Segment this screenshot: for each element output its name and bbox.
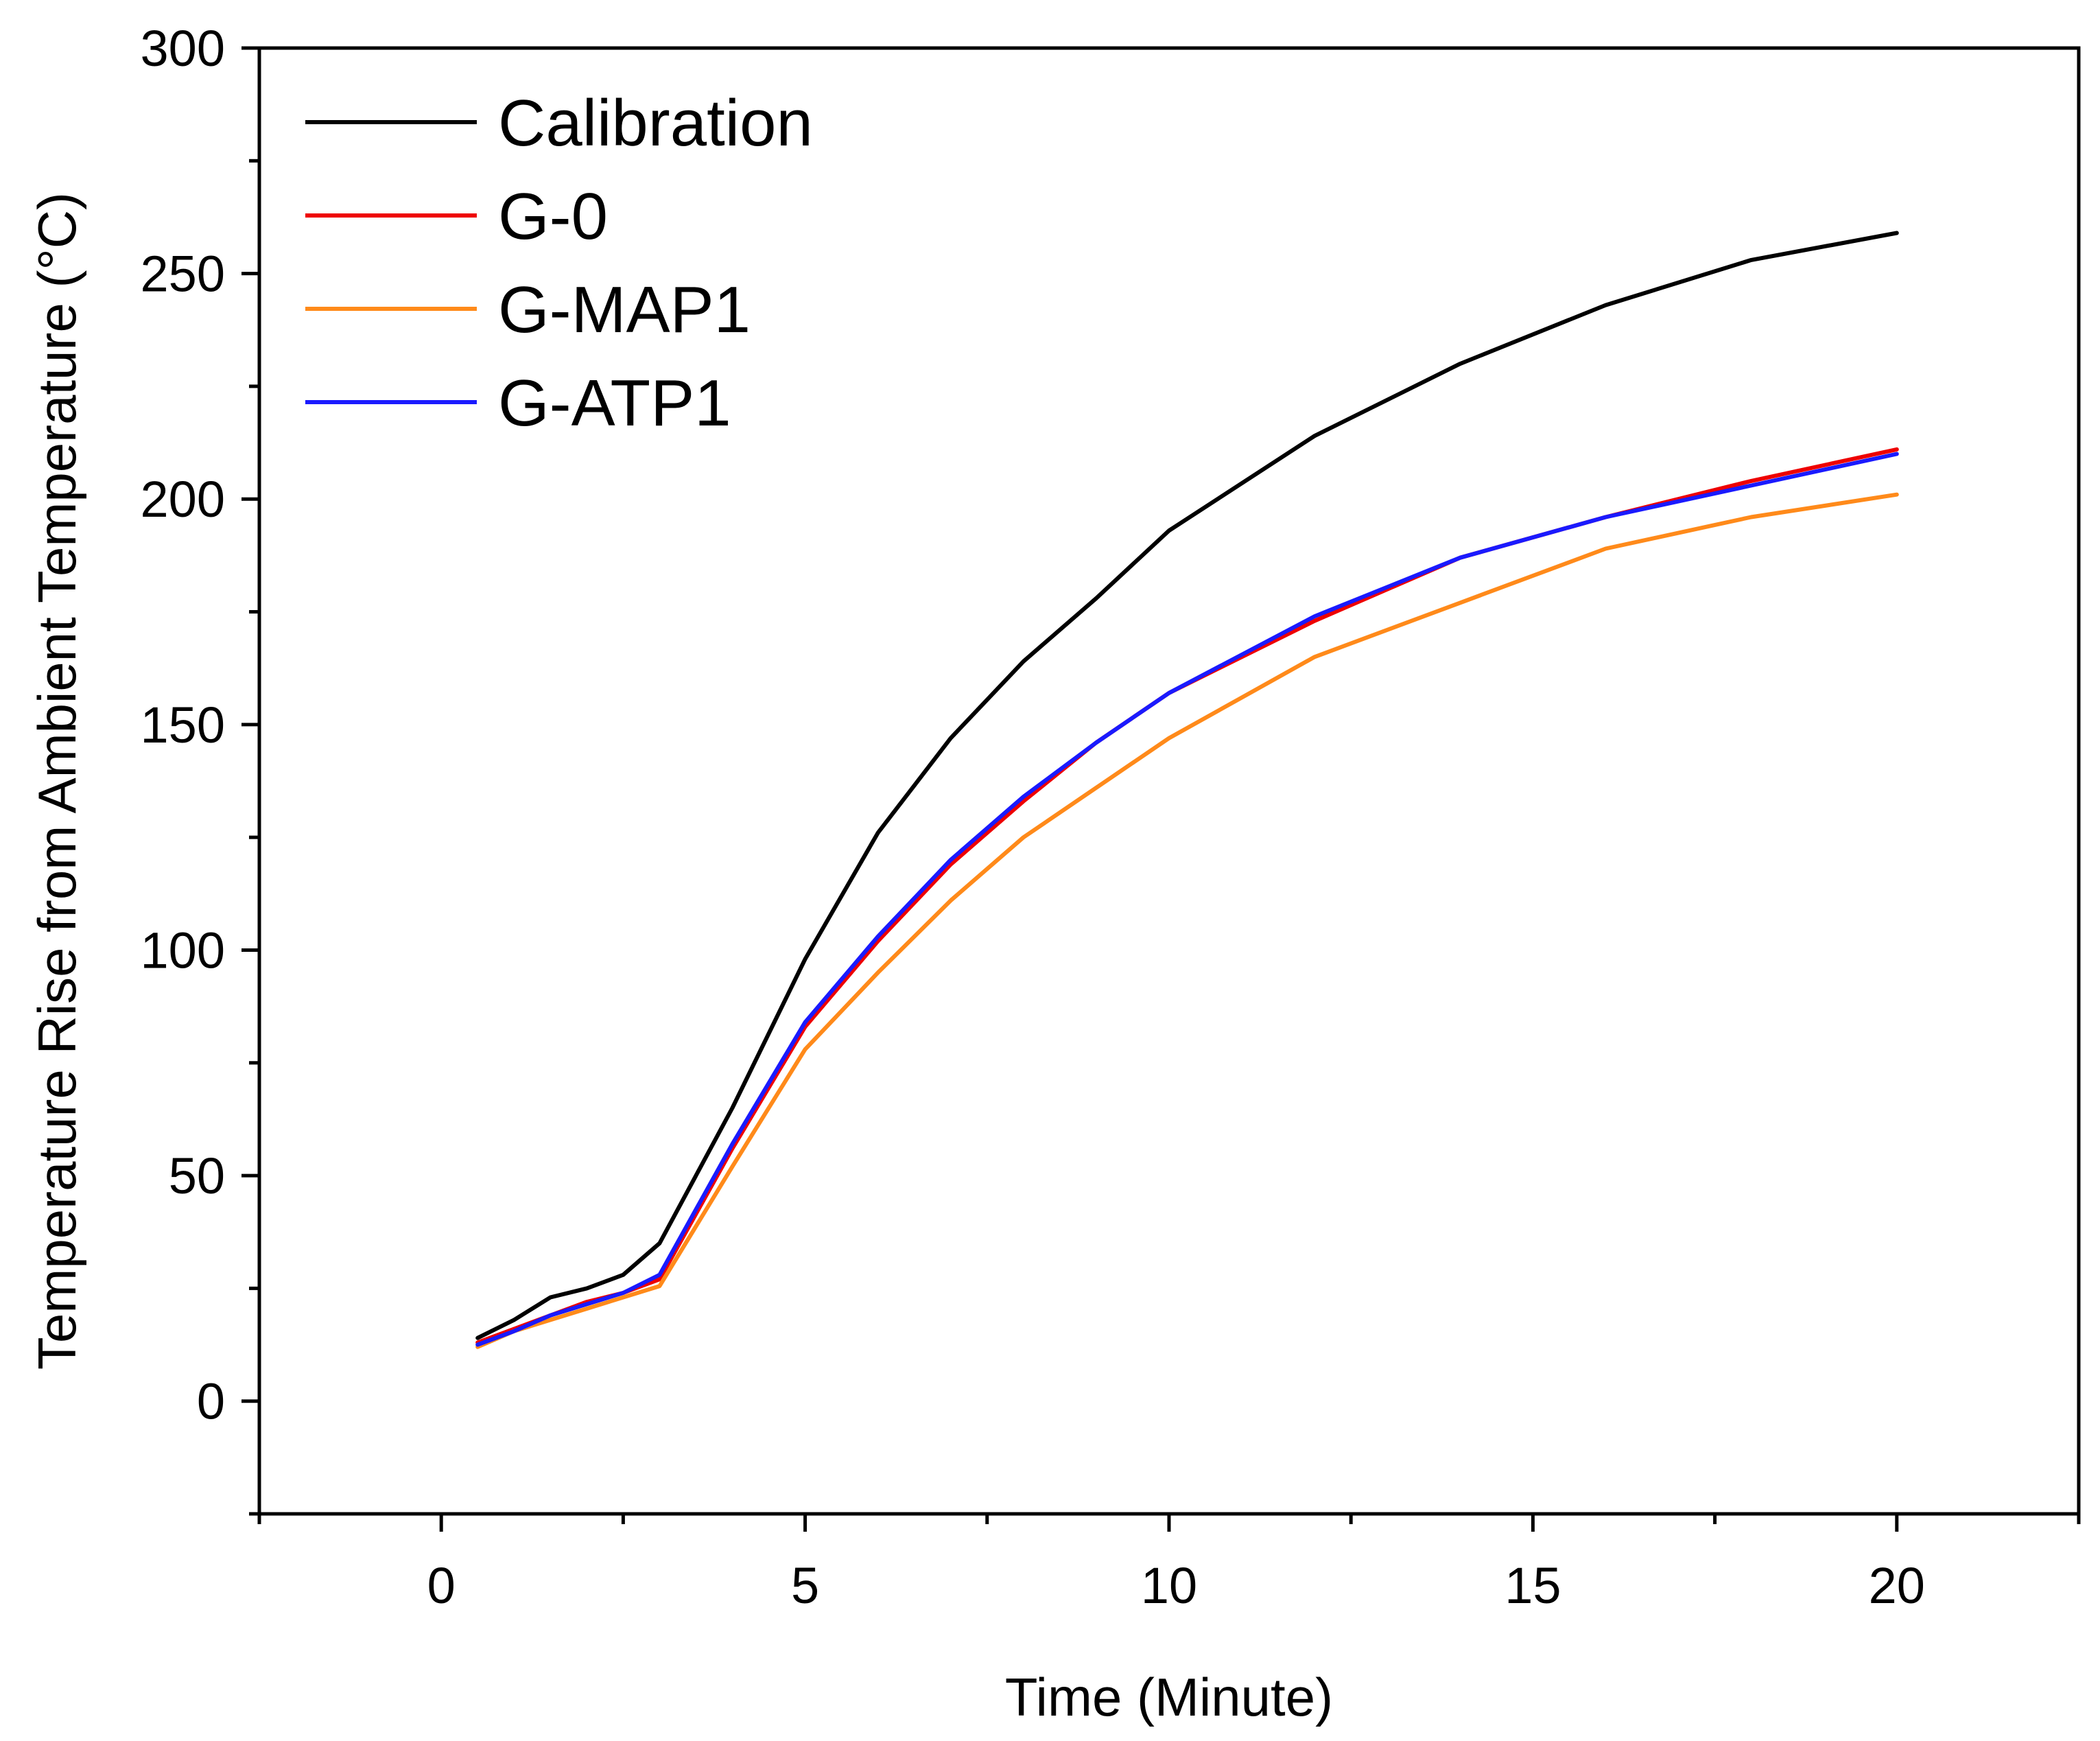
y-tick-label: 100	[141, 922, 225, 979]
y-axis-title: Temperature Rise from Ambient Temperatur…	[27, 192, 87, 1370]
y-tick-label: 150	[141, 697, 225, 753]
y-tick-label: 50	[169, 1147, 225, 1204]
y-tick-label: 200	[141, 471, 225, 528]
y-tick-label: 0	[197, 1373, 225, 1430]
series-line-g-atp1	[475, 452, 1899, 1347]
plot-area	[257, 46, 2081, 1516]
x-tick-label: 0	[427, 1557, 456, 1614]
series-line-calibration	[475, 231, 1899, 1340]
series-lines	[475, 231, 1899, 1349]
legend-label: G-0	[498, 180, 608, 253]
legend-label: G-ATP1	[498, 366, 731, 440]
y-tick-label: 250	[141, 246, 225, 303]
x-tick-label: 15	[1505, 1557, 1561, 1614]
y-tick-label: 300	[141, 20, 225, 77]
x-tick-label: 20	[1869, 1557, 1925, 1614]
x-axis: 0 5 10 15 20	[257, 1514, 2081, 1614]
series-line-g-0	[475, 447, 1899, 1345]
legend-label: G-MAP1	[498, 273, 751, 347]
legend: Calibration G-0 G-MAP1 G-ATP1	[305, 86, 813, 440]
series-line-g-map1	[475, 492, 1899, 1349]
legend-label: Calibration	[498, 86, 813, 160]
y-axis: 0 50 100 150 200 250 300	[141, 20, 259, 1516]
x-axis-title: Time (Minute)	[1005, 1667, 1333, 1727]
x-tick-label: 10	[1141, 1557, 1197, 1614]
x-tick-label: 5	[791, 1557, 819, 1614]
